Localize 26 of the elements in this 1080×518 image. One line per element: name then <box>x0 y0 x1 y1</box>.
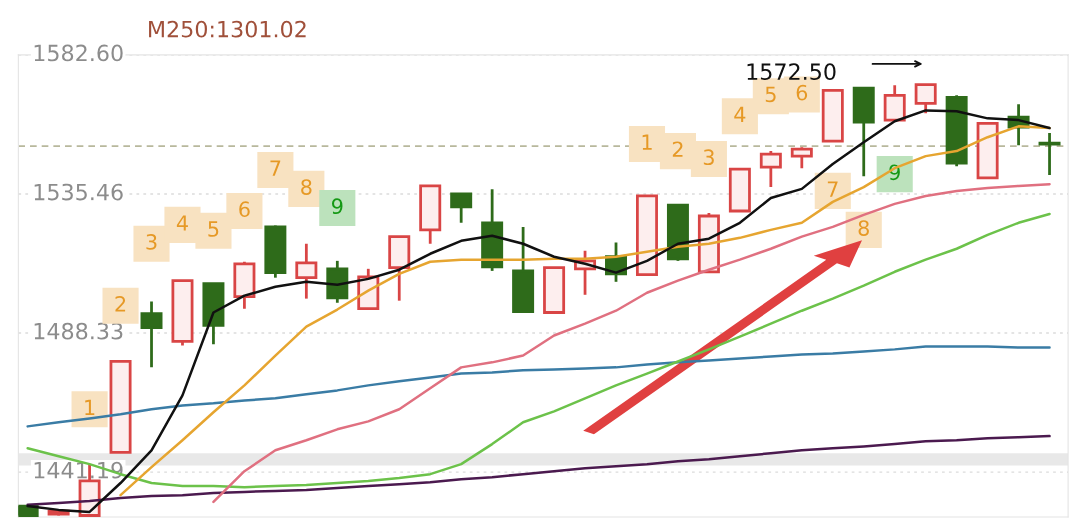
annotation: 2 <box>115 295 126 312</box>
annotation: 3 <box>146 234 157 250</box>
candlestick <box>1038 131 1061 177</box>
annotation: 8 <box>301 179 312 195</box>
annotation: 7 <box>827 181 838 197</box>
y-tick-label: 1488.33 <box>34 322 123 340</box>
line-series <box>26 434 1051 507</box>
annotation: 5 <box>208 221 219 237</box>
annotation: 6 <box>796 84 808 101</box>
annotation: 2 <box>672 141 683 157</box>
chart-title: M250:1301.02 <box>149 20 306 38</box>
y-tick-label: 1535.46 <box>34 183 123 201</box>
line-series <box>26 345 1051 428</box>
annotation: 8 <box>858 220 869 236</box>
annotation: 1572.50 <box>747 63 836 81</box>
annotation: 6 <box>239 201 250 218</box>
annotation: 1 <box>642 134 652 150</box>
annotation: 5 <box>765 86 776 103</box>
annotation: 1 <box>85 399 95 416</box>
annotation: 4 <box>734 106 746 123</box>
annotation: 7 <box>270 160 281 176</box>
annotation: 9 <box>332 198 343 215</box>
candlestick <box>295 242 318 301</box>
annotation: 4 <box>176 215 188 231</box>
y-tick-label: 1582.60 <box>34 44 123 62</box>
annotation: 3 <box>703 149 714 166</box>
